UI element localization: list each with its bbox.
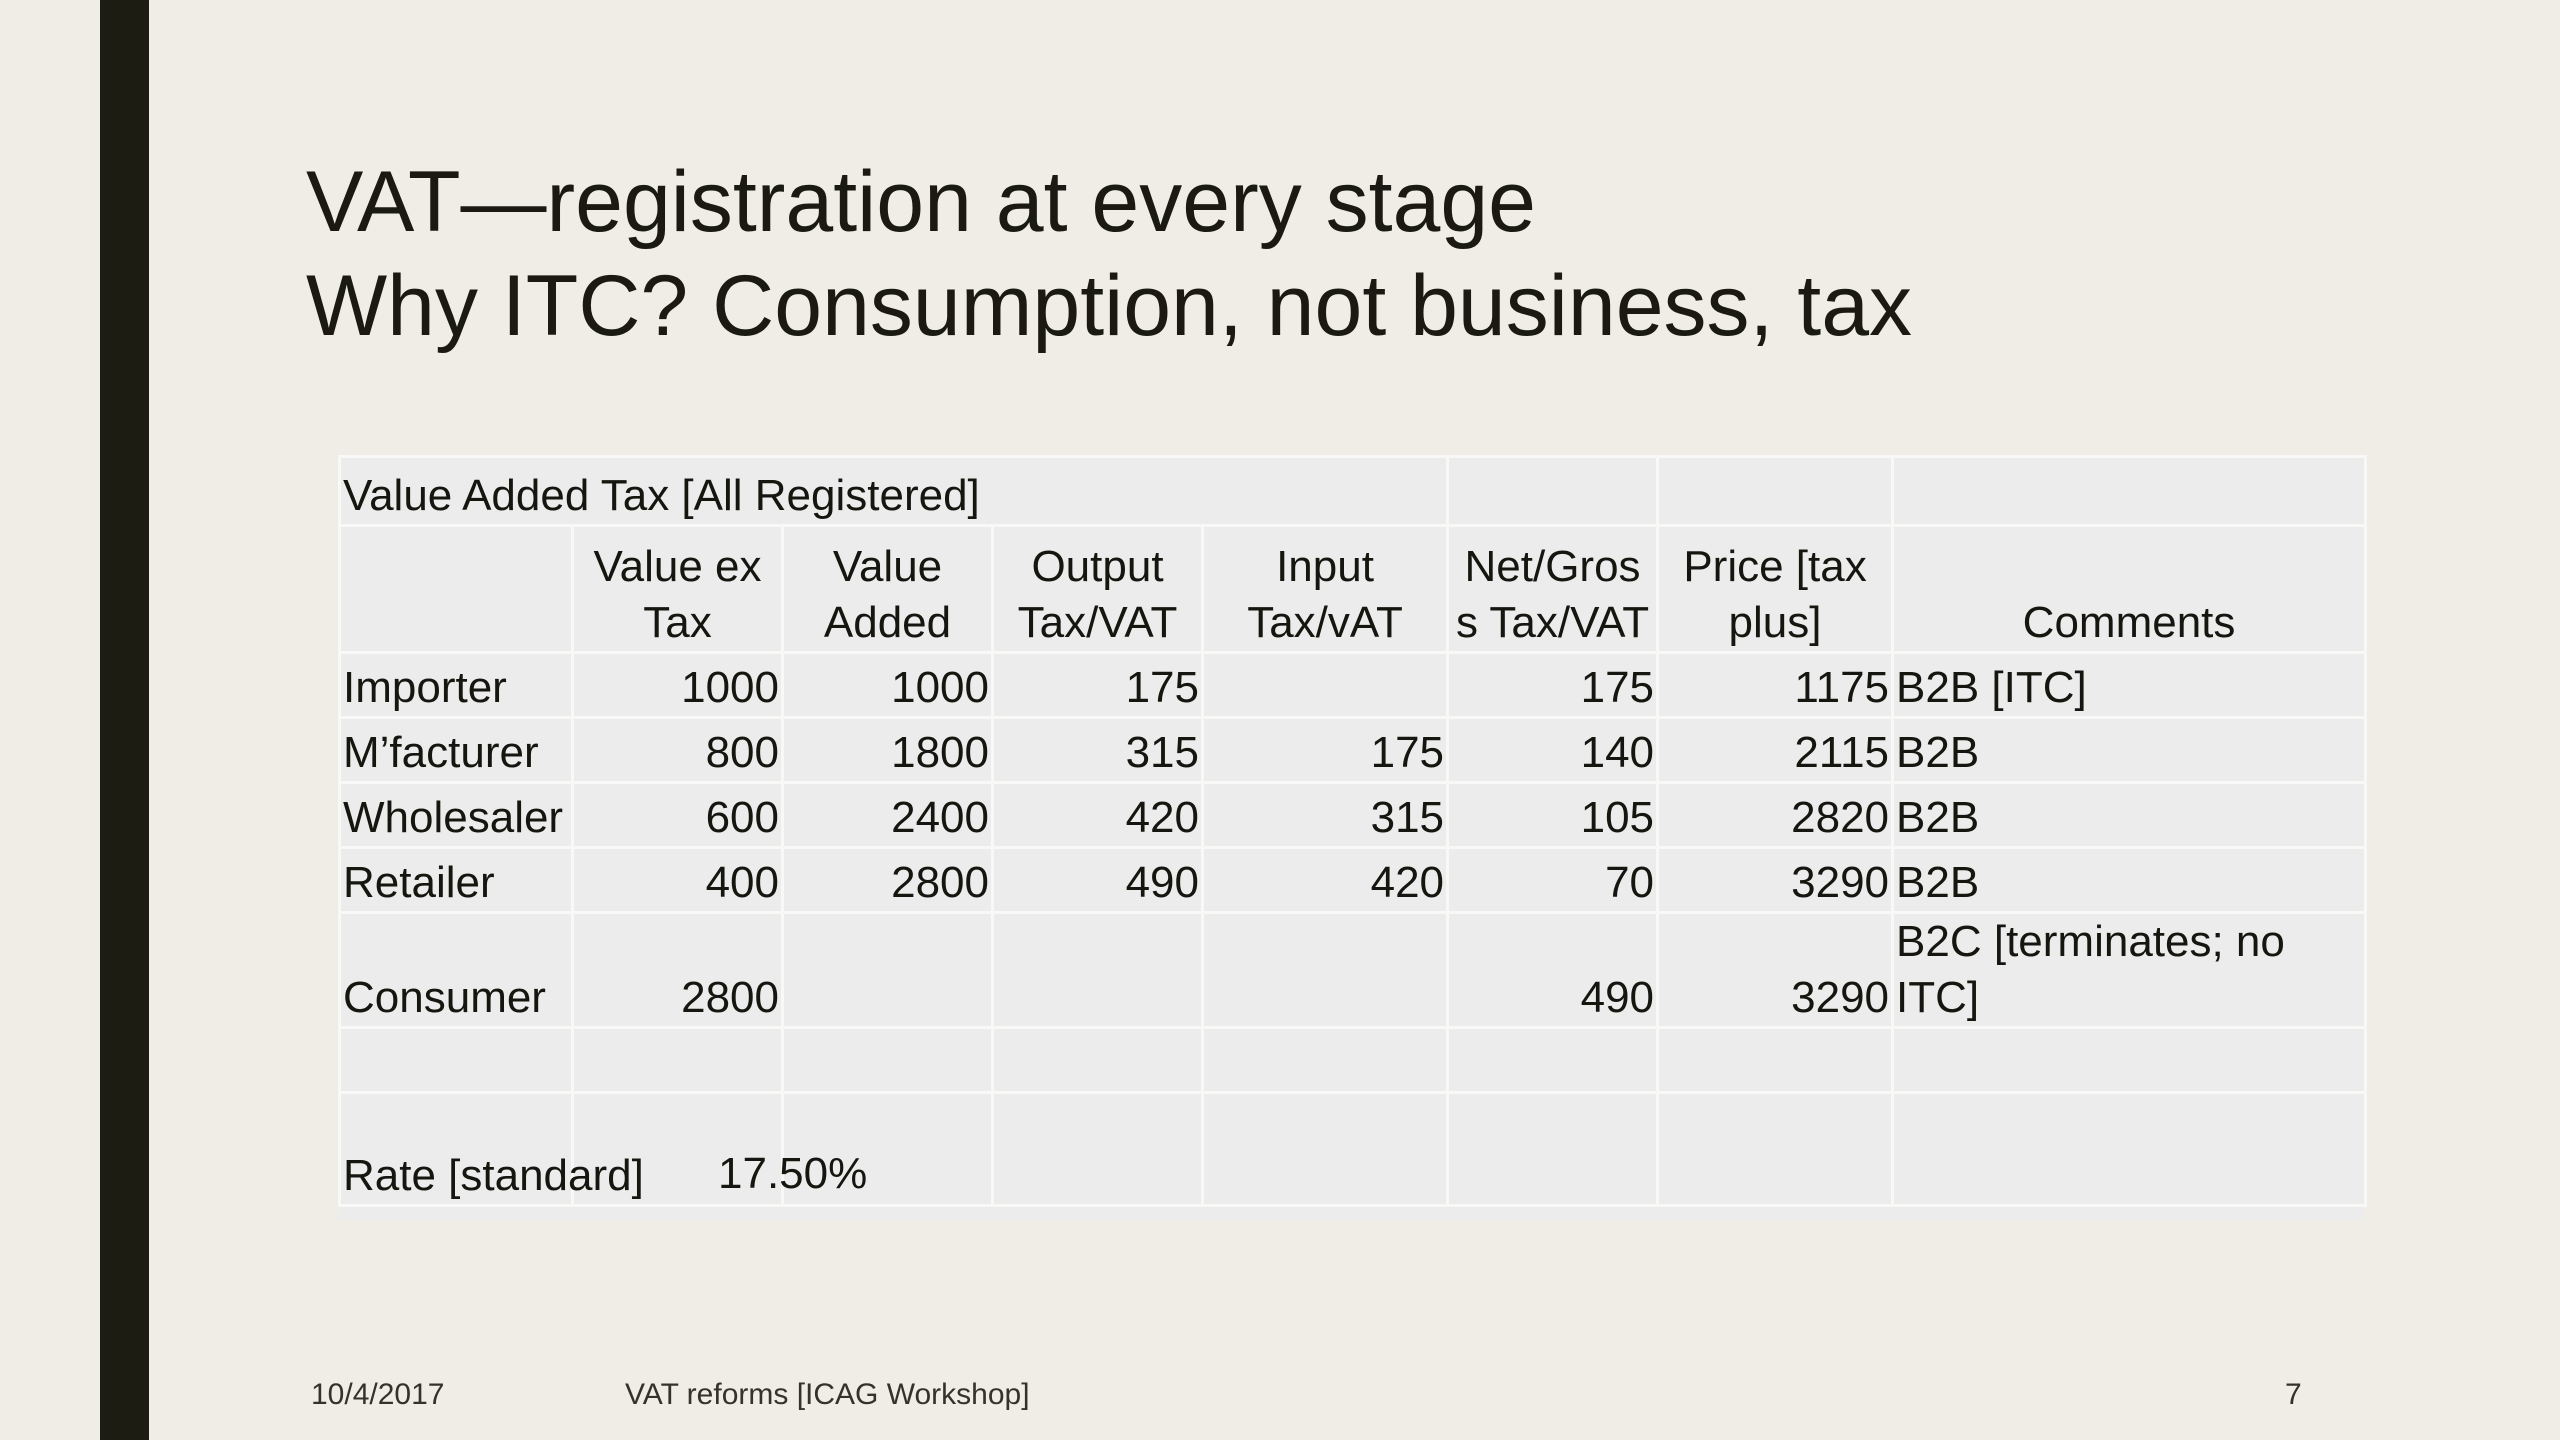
cell-price: 3290 [1656, 846, 1895, 914]
cell-net-gross: 490 [1446, 911, 1660, 1029]
row-name: Retailer [338, 846, 574, 914]
header-output-tax: Output Tax/VAT [991, 524, 1204, 654]
vat-table: Value Added Tax [All Registered] Value e… [337, 455, 2368, 1207]
cell-price: 2115 [1656, 716, 1895, 784]
cell-value-ex-tax: 2800 [571, 911, 784, 1029]
row-name: Importer [338, 651, 574, 719]
header-price: Price [tax plus] [1656, 524, 1895, 654]
cell-input-tax [1200, 911, 1450, 1029]
rate-value-text: 17.50% [718, 1149, 868, 1198]
cell-value-ex-tax: 1000 [571, 651, 784, 719]
vat-table-container: Value Added Tax [All Registered] Value e… [337, 455, 2368, 1220]
cell-value-added: 2800 [781, 846, 994, 914]
rate-value [571, 1091, 784, 1207]
slide-title: VAT—registration at every stage Why ITC?… [306, 150, 1912, 358]
cell-output-tax: 420 [991, 781, 1204, 849]
cell-value-added: 2400 [781, 781, 994, 849]
cell-value-ex-tax: 600 [571, 781, 784, 849]
row-name: Wholesaler [338, 781, 574, 849]
table-row: M’facturer 800 1800 315 175 140 2115 B2B [338, 716, 2368, 784]
cell-output-tax [991, 911, 1204, 1029]
slide-number: 7 [2285, 1378, 2302, 1411]
cell-value-added [781, 911, 994, 1029]
header-value-ex-tax: Value ex Tax [571, 524, 784, 654]
cell-value-ex-tax: 400 [571, 846, 784, 914]
cell-output-tax: 490 [991, 846, 1204, 914]
cell-value-added: 1000 [781, 651, 994, 719]
cell-net-gross: 175 [1446, 651, 1660, 719]
table-row: Retailer 400 2800 490 420 70 3290 B2B [338, 846, 2368, 914]
header-comments: Comments [1891, 524, 2368, 654]
row-name: M’facturer [338, 716, 574, 784]
cell-value-added: 1800 [781, 716, 994, 784]
cell-comments: B2B [1891, 846, 2368, 914]
cell-input-tax: 315 [1200, 781, 1450, 849]
table-row: Consumer 2800 490 3290 B2C [terminates; … [338, 911, 2368, 1029]
cell-net-gross: 140 [1446, 716, 1660, 784]
table-header-row: Value ex Tax Value Added Output Tax/VAT … [338, 524, 2368, 654]
accent-sidebar-bar [100, 0, 149, 1440]
footer-title: VAT reforms [ICAG Workshop] [625, 1378, 1030, 1411]
table-row: Importer 1000 1000 175 175 1175 B2B [ITC… [338, 651, 2368, 719]
cell-input-tax [1200, 651, 1450, 719]
table-row: Wholesaler 600 2400 420 315 105 2820 B2B [338, 781, 2368, 849]
cell-comments: B2B [ITC] [1891, 651, 2368, 719]
table-caption-row: Value Added Tax [All Registered] [337, 455, 2368, 527]
cell-input-tax: 175 [1200, 716, 1450, 784]
table-caption: Value Added Tax [All Registered] [337, 455, 1450, 527]
cell-price: 3290 [1656, 911, 1895, 1029]
cell-net-gross: 70 [1446, 846, 1660, 914]
cell-comments: B2B [1891, 781, 2368, 849]
cell-output-tax: 315 [991, 716, 1204, 784]
cell-net-gross: 105 [1446, 781, 1660, 849]
cell-comments: B2B [1891, 716, 2368, 784]
table-empty-row [338, 1026, 2368, 1094]
header-value-added: Value Added [781, 524, 994, 654]
header-net-gross-tax: Net/Gros s Tax/VAT [1446, 524, 1660, 654]
cell-value-ex-tax: 800 [571, 716, 784, 784]
rate-label: Rate [standard] [338, 1091, 644, 1207]
cell-output-tax: 175 [991, 651, 1204, 719]
cell-input-tax: 420 [1200, 846, 1450, 914]
footer-date: 10/4/2017 [311, 1378, 445, 1411]
table-rate-row: Rate [standard] 17.50% [338, 1091, 2368, 1207]
row-name: Consumer [338, 911, 574, 1029]
header-input-tax: Input Tax/vAT [1200, 524, 1450, 654]
cell-price: 2820 [1656, 781, 1895, 849]
cell-price: 1175 [1656, 651, 1895, 719]
slide-title-line-2: Why ITC? Consumption, not business, tax [306, 258, 1913, 354]
slide-title-line-1: VAT—registration at every stage [306, 154, 1536, 250]
cell-comments: B2C [terminates; no ITC] [1891, 911, 2368, 1029]
